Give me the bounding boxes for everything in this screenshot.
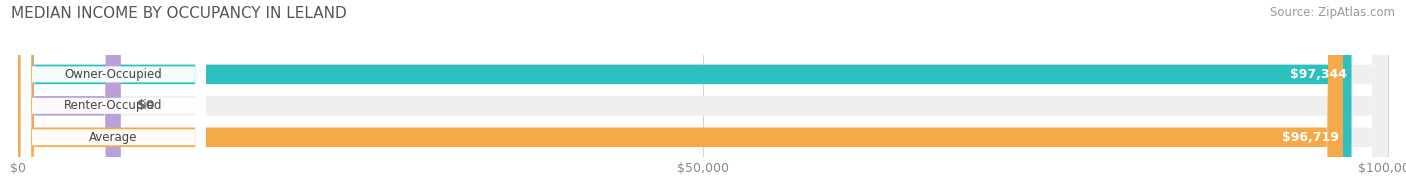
Text: $0: $0 bbox=[138, 99, 155, 112]
Text: Owner-Occupied: Owner-Occupied bbox=[65, 68, 162, 81]
Text: MEDIAN INCOME BY OCCUPANCY IN LELAND: MEDIAN INCOME BY OCCUPANCY IN LELAND bbox=[11, 6, 347, 21]
FancyBboxPatch shape bbox=[18, 0, 1388, 196]
FancyBboxPatch shape bbox=[21, 0, 205, 196]
Text: Source: ZipAtlas.com: Source: ZipAtlas.com bbox=[1270, 6, 1395, 19]
FancyBboxPatch shape bbox=[18, 0, 1388, 196]
FancyBboxPatch shape bbox=[18, 0, 1343, 196]
FancyBboxPatch shape bbox=[18, 0, 1351, 196]
Text: $96,719: $96,719 bbox=[1282, 131, 1339, 144]
Text: $97,344: $97,344 bbox=[1291, 68, 1347, 81]
FancyBboxPatch shape bbox=[18, 0, 1388, 196]
FancyBboxPatch shape bbox=[18, 0, 121, 196]
FancyBboxPatch shape bbox=[21, 0, 205, 196]
Text: Average: Average bbox=[89, 131, 138, 144]
Text: Renter-Occupied: Renter-Occupied bbox=[65, 99, 163, 112]
FancyBboxPatch shape bbox=[21, 0, 205, 196]
